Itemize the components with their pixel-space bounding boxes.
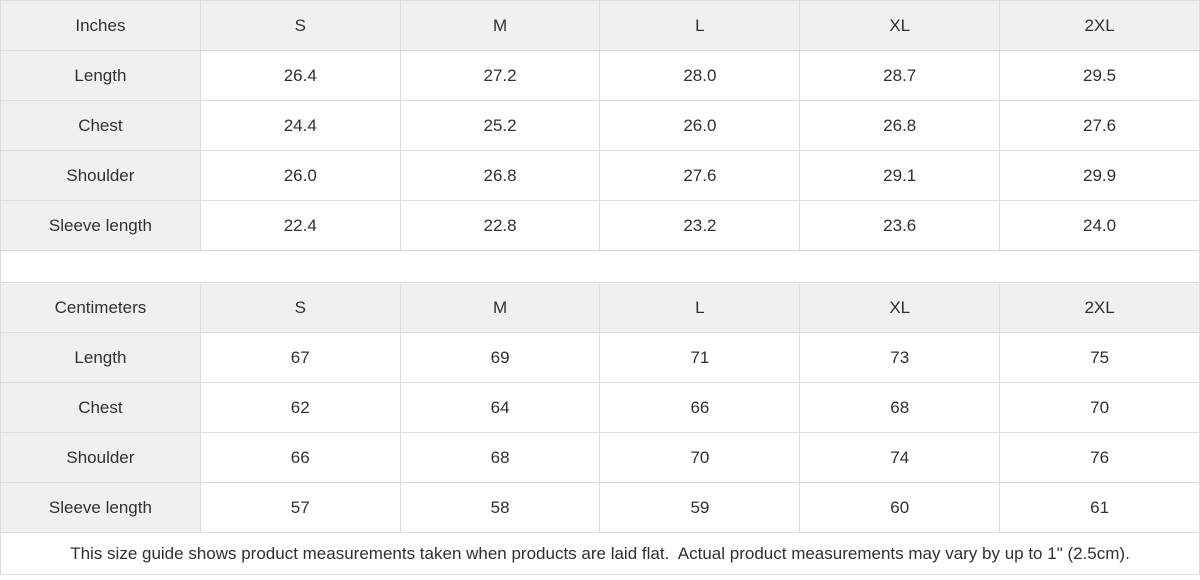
measurement-cell: 68 [799,382,1001,433]
measurement-cell: 67 [199,332,401,383]
measurement-cell: 23.6 [799,200,1001,251]
centimeters-table-header: Centimeters S M L XL 2XL [0,282,1200,333]
size-guide-footnote: This size guide shows product measuremen… [0,533,1200,575]
measurement-cell: 70 [999,382,1200,433]
measurement-cell: 22.4 [199,200,401,251]
table-row: Sleeve length 57 58 59 60 61 [0,482,1200,533]
size-header-cell: L [599,282,801,333]
centimeters-table: Centimeters S M L XL 2XL Length 67 69 71 73 75 Ches… [0,282,1200,533]
measurement-cell: 62 [199,382,401,433]
measurement-cell: 27.6 [999,100,1200,151]
measurement-cell: 28.0 [599,50,801,101]
row-label-cell: Shoulder [0,150,201,201]
size-header-cell: 2XL [999,0,1200,51]
size-header-cell: XL [799,0,1001,51]
measurement-cell: 71 [599,332,801,383]
measurement-cell: 26.8 [799,100,1001,151]
table-row: Chest 24.4 25.2 26.0 26.8 27.6 [0,100,1200,151]
row-label-cell: Shoulder [0,432,201,483]
measurement-cell: 66 [199,432,401,483]
row-label-cell: Sleeve length [0,482,201,533]
row-label-cell: Sleeve length [0,200,201,251]
size-header-cell: S [199,282,401,333]
measurement-cell: 75 [999,332,1200,383]
measurement-cell: 26.0 [599,100,801,151]
row-label-cell: Chest [0,100,201,151]
size-header-cell: 2XL [999,282,1200,333]
measurement-cell: 26.4 [199,50,401,101]
table-row: Shoulder 66 68 70 74 76 [0,432,1200,483]
table-row: Chest 62 64 66 68 70 [0,382,1200,433]
unit-header-cell: Inches [0,0,201,51]
row-label-cell: Length [0,332,201,383]
measurement-cell: 58 [399,482,601,533]
measurement-cell: 68 [399,432,601,483]
measurement-cell: 76 [999,432,1200,483]
table-row: Length 67 69 71 73 75 [0,332,1200,383]
row-label-cell: Length [0,50,201,101]
table-spacer [0,251,1200,282]
size-header-cell: XL [799,282,1001,333]
inches-table-header: Inches S M L XL 2XL [0,0,1200,51]
measurement-cell: 22.8 [399,200,601,251]
unit-header-cell: Centimeters [0,282,201,333]
measurement-cell: 69 [399,332,601,383]
measurement-cell: 24.4 [199,100,401,151]
inches-table: Inches S M L XL 2XL Length 26.4 27.2 28.0 28.7 29.… [0,0,1200,251]
measurement-cell: 29.1 [799,150,1001,201]
measurement-cell: 29.5 [999,50,1200,101]
measurement-cell: 60 [799,482,1001,533]
table-row: Shoulder 26.0 26.8 27.6 29.1 29.9 [0,150,1200,201]
table-row: Sleeve length 22.4 22.8 23.2 23.6 24.0 [0,200,1200,251]
size-header-cell: M [399,0,601,51]
size-table-inches-section: Inches S M L XL 2XL Length 26.4 27.2 28.0 28.7 29.… [0,0,1200,251]
measurement-cell: 74 [799,432,1001,483]
measurement-cell: 57 [199,482,401,533]
centimeters-table-body: Length 67 69 71 73 75 Chest 62 64 66 68 70 Shoulder 6… [0,332,1200,533]
header-row: Centimeters S M L XL 2XL [0,282,1200,333]
size-table-centimeters-section: Centimeters S M L XL 2XL Length 67 69 71 73 75 Ches… [0,282,1200,533]
measurement-cell: 28.7 [799,50,1001,101]
measurement-cell: 29.9 [999,150,1200,201]
measurement-cell: 61 [999,482,1200,533]
measurement-cell: 26.0 [199,150,401,201]
inches-table-body: Length 26.4 27.2 28.0 28.7 29.5 Chest 24.4 25.2 2… [0,50,1200,251]
measurement-cell: 27.6 [599,150,801,201]
measurement-cell: 23.2 [599,200,801,251]
measurement-cell: 59 [599,482,801,533]
measurement-cell: 73 [799,332,1001,383]
measurement-cell: 64 [399,382,601,433]
measurement-cell: 26.8 [399,150,601,201]
table-row: Length 26.4 27.2 28.0 28.7 29.5 [0,50,1200,101]
header-row: Inches S M L XL 2XL [0,0,1200,51]
measurement-cell: 27.2 [399,50,601,101]
measurement-cell: 24.0 [999,200,1200,251]
row-label-cell: Chest [0,382,201,433]
measurement-cell: 70 [599,432,801,483]
measurement-cell: 66 [599,382,801,433]
size-header-cell: S [199,0,401,51]
size-header-cell: L [599,0,801,51]
measurement-cell: 25.2 [399,100,601,151]
size-header-cell: M [399,282,601,333]
